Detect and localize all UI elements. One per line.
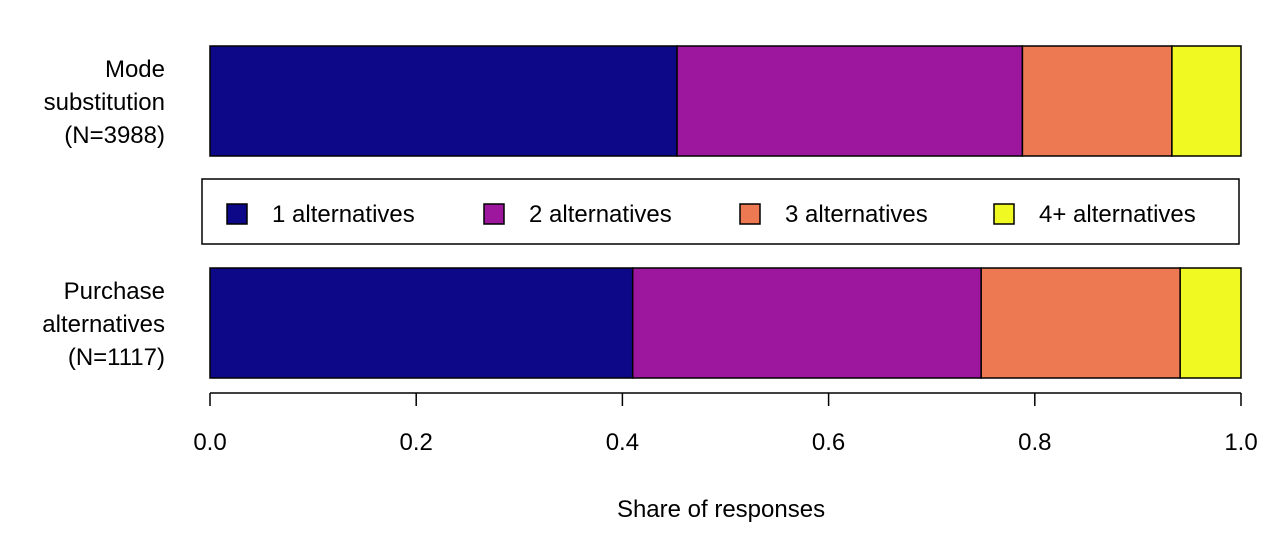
bar-segment	[1179, 267, 1242, 379]
category-label: (N=3988)	[64, 122, 165, 149]
bar-segment	[209, 45, 678, 157]
bar-segment	[676, 45, 1024, 157]
bar-segment	[1171, 45, 1242, 157]
category-label: (N=1117)	[68, 344, 165, 371]
legend-label: 4+ alternatives	[1039, 201, 1196, 228]
x-tick-label: 0.0	[193, 429, 226, 456]
legend-swatch	[483, 203, 505, 225]
legend-items: 1 alternatives 2 alternatives 3 alternativ…	[226, 201, 1196, 228]
bar-segment	[631, 267, 982, 379]
category-labels: Mode substitution (N=3988) Purchase alternat…	[42, 56, 165, 371]
x-tick-label: 0.2	[400, 429, 433, 456]
category-label: alternatives	[42, 311, 165, 338]
bars-layer	[209, 45, 1242, 379]
category-label: Mode	[105, 56, 165, 83]
legend-swatch	[993, 203, 1015, 225]
legend-label: 1 alternatives	[272, 201, 415, 228]
legend-label: 3 alternatives	[785, 201, 928, 228]
bar-segment	[980, 267, 1181, 379]
bar-segment	[209, 267, 634, 379]
category-label: substitution	[44, 89, 165, 116]
x-tick-label: 1.0	[1224, 429, 1257, 456]
x-axis-title: Share of responses	[617, 496, 825, 523]
x-tick-label: 0.4	[606, 429, 639, 456]
legend: 1 alternatives 2 alternatives 3 alternativ…	[201, 178, 1240, 245]
legend-label: 2 alternatives	[529, 201, 672, 228]
legend-swatch	[739, 203, 761, 225]
x-tick-label: 0.8	[1018, 429, 1051, 456]
bar-segment	[1021, 45, 1173, 157]
category-label: Purchase	[64, 278, 165, 305]
legend-box	[201, 178, 1240, 245]
x-tick-label: 0.6	[812, 429, 845, 456]
legend-swatch	[226, 203, 248, 225]
x-axis: 0.0 0.2 0.4 0.6 0.8 1.0	[193, 392, 1258, 456]
